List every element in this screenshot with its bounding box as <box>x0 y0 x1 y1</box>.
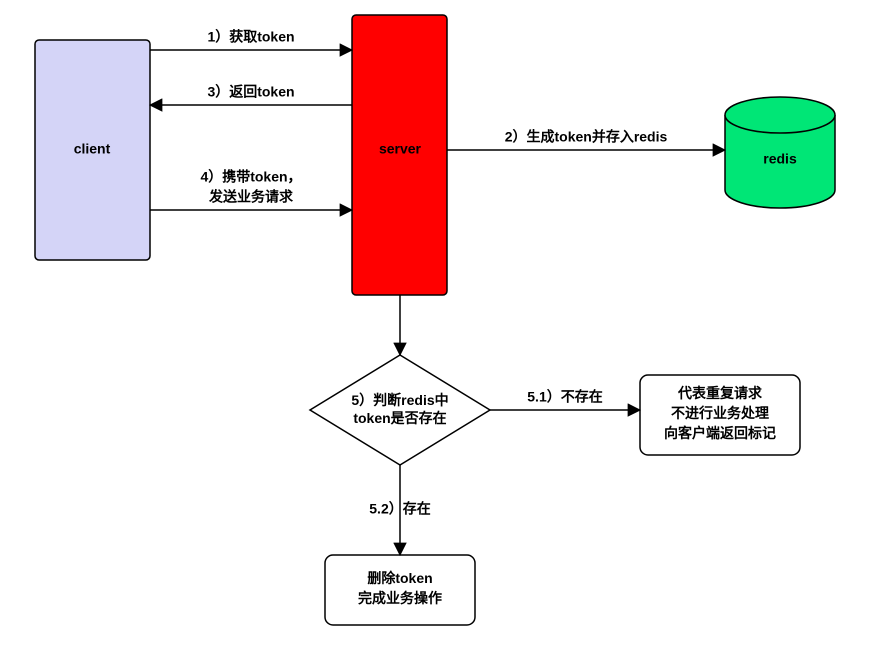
edge-1-label: 1）获取token <box>207 29 294 45</box>
node-client-label: client <box>74 141 111 157</box>
node-dup-line-2: 不进行业务处理 <box>671 405 769 421</box>
edge-4-label-a: 4）携带token， <box>200 169 301 185</box>
node-decision-label-1: 5）判断redis中 <box>351 392 448 408</box>
node-redis-label: redis <box>763 151 797 167</box>
edge-51-label: 5.1）不存在 <box>527 389 602 405</box>
node-server-label: server <box>379 141 422 157</box>
node-done-line-2: 完成业务操作 <box>358 590 442 606</box>
edge-3-label: 3）返回token <box>207 84 294 100</box>
flowchart-canvas: client server redis 5）判断redis中 token是否存在… <box>0 0 893 658</box>
node-dup-line-1: 代表重复请求 <box>677 385 763 401</box>
node-decision-label-2: token是否存在 <box>353 410 446 426</box>
node-done-line-1: 删除token <box>367 570 432 586</box>
edge-52-label: 5.2）存在 <box>369 501 430 517</box>
node-dup-line-3: 向客户端返回标记 <box>664 425 776 441</box>
edge-2-label: 2）生成token并存入redis <box>505 129 668 145</box>
edge-4-label-b: 发送业务请求 <box>208 189 294 205</box>
